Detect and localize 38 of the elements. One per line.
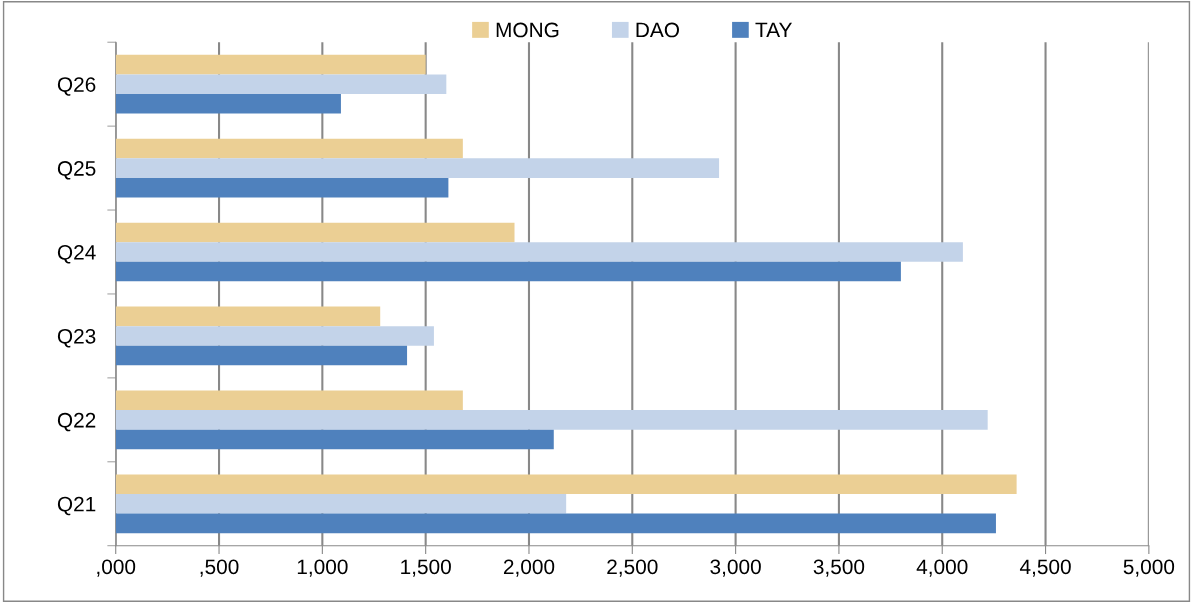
legend-label: TAY <box>755 22 792 38</box>
bar <box>115 222 515 243</box>
y-tick-label: Q25 <box>57 161 96 180</box>
bar <box>115 429 554 450</box>
x-tick-label: ,000 <box>97 559 136 577</box>
bar <box>115 326 434 346</box>
legend-label: DAO <box>636 22 680 38</box>
x-tick-label: ,500 <box>200 559 239 577</box>
bar <box>115 474 1017 494</box>
x-tick-label: 5,000 <box>1123 559 1175 577</box>
y-tick-label: Q22 <box>57 412 96 432</box>
x-tick-label: 2,000 <box>503 559 555 577</box>
bar <box>115 306 381 327</box>
bar <box>115 410 988 430</box>
x-tick-label: 3,500 <box>813 559 865 577</box>
x-tick-label: 2,500 <box>607 559 658 577</box>
x-tick-label: 4,000 <box>916 559 968 577</box>
x-tick-label: 3,000 <box>710 559 761 577</box>
bar <box>115 242 963 262</box>
bar <box>115 138 463 159</box>
y-tick-label: Q26 <box>57 77 96 96</box>
bar <box>115 158 720 178</box>
bar <box>115 93 341 114</box>
x-tick-label: 1,500 <box>401 559 451 577</box>
y-tick-label: Q21 <box>57 496 96 516</box>
bar <box>115 177 449 198</box>
bar <box>115 261 901 282</box>
x-tick-label: 1,000 <box>297 559 348 577</box>
bar <box>115 513 996 534</box>
legend-label: MONG <box>496 22 559 38</box>
bar <box>115 74 447 94</box>
bar <box>115 493 567 514</box>
bar <box>115 390 463 411</box>
y-tick-label: Q23 <box>57 328 96 348</box>
bar <box>115 345 408 366</box>
y-tick-label: Q24 <box>57 245 96 264</box>
x-tick-label: 4,500 <box>1019 559 1071 577</box>
bar <box>115 54 426 75</box>
